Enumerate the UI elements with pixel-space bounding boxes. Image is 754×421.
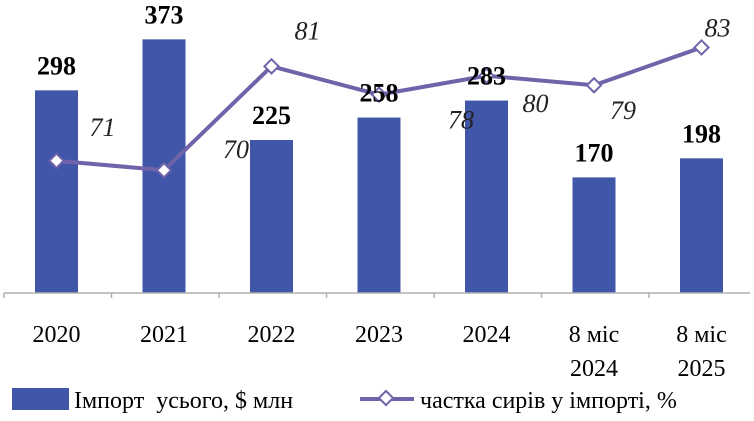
- x-tick-label: 2020: [33, 322, 81, 348]
- line-point-marker: [155, 161, 173, 179]
- bar: [465, 100, 508, 293]
- line-value-label: 81: [295, 16, 321, 45]
- legend: Імпорт усього, $ млн частка сирів у імпо…: [12, 388, 677, 414]
- bar: [680, 158, 723, 293]
- line-value-label: 79: [610, 96, 636, 125]
- x-tick-label: 8 міс: [676, 322, 727, 348]
- legend-line-marker: [377, 389, 395, 407]
- bar-value-label: 373: [145, 0, 184, 29]
- bar-value-label: 258: [360, 79, 399, 108]
- line-value-label: 71: [90, 113, 116, 142]
- line-value-label: 83: [705, 13, 731, 42]
- data-labels: 298 373 225 258 283 170 198 71 70 81 78 80 79 83: [37, 0, 731, 167]
- bars-layer: [35, 39, 723, 293]
- legend-line-label: частка сирів у імпорті, %: [420, 388, 677, 414]
- line-value-label: 78: [448, 106, 474, 135]
- x-tick-label: 2024: [463, 322, 511, 348]
- bar-value-label: 283: [467, 62, 506, 91]
- line-value-label: 70: [223, 135, 249, 164]
- bar: [572, 177, 616, 293]
- x-tick-label: 2025: [678, 356, 726, 382]
- x-tick-label: 2021: [140, 322, 188, 348]
- legend-bar-label: Імпорт усього, $ млн: [74, 388, 293, 414]
- line-layer: [48, 38, 710, 179]
- line-point-marker: [263, 57, 280, 75]
- x-tick-label: 2022: [248, 322, 296, 348]
- x-tick-label: 2024: [570, 356, 618, 382]
- line-point-marker: [370, 86, 388, 104]
- line-point-marker: [478, 67, 495, 85]
- bar-value-label: 298: [37, 51, 76, 80]
- bar-value-label: 170: [575, 138, 614, 167]
- x-tick-label: 2023: [355, 322, 403, 348]
- line-value-label: 80: [523, 89, 549, 118]
- line-point-marker: [585, 76, 603, 94]
- line-point-marker: [48, 152, 65, 170]
- bar-value-label: 225: [252, 101, 291, 130]
- bar: [250, 140, 293, 293]
- bar: [35, 90, 78, 293]
- legend-bar-swatch: [12, 388, 69, 410]
- x-tick-label: 8 міс: [569, 322, 620, 348]
- x-ticks: 2020 2021 2022 2023 2024 8 міс 2024 8 міс 2025: [3, 293, 727, 382]
- line-point-marker: [693, 38, 710, 56]
- bar: [357, 117, 401, 293]
- bar-value-label: 198: [682, 119, 721, 148]
